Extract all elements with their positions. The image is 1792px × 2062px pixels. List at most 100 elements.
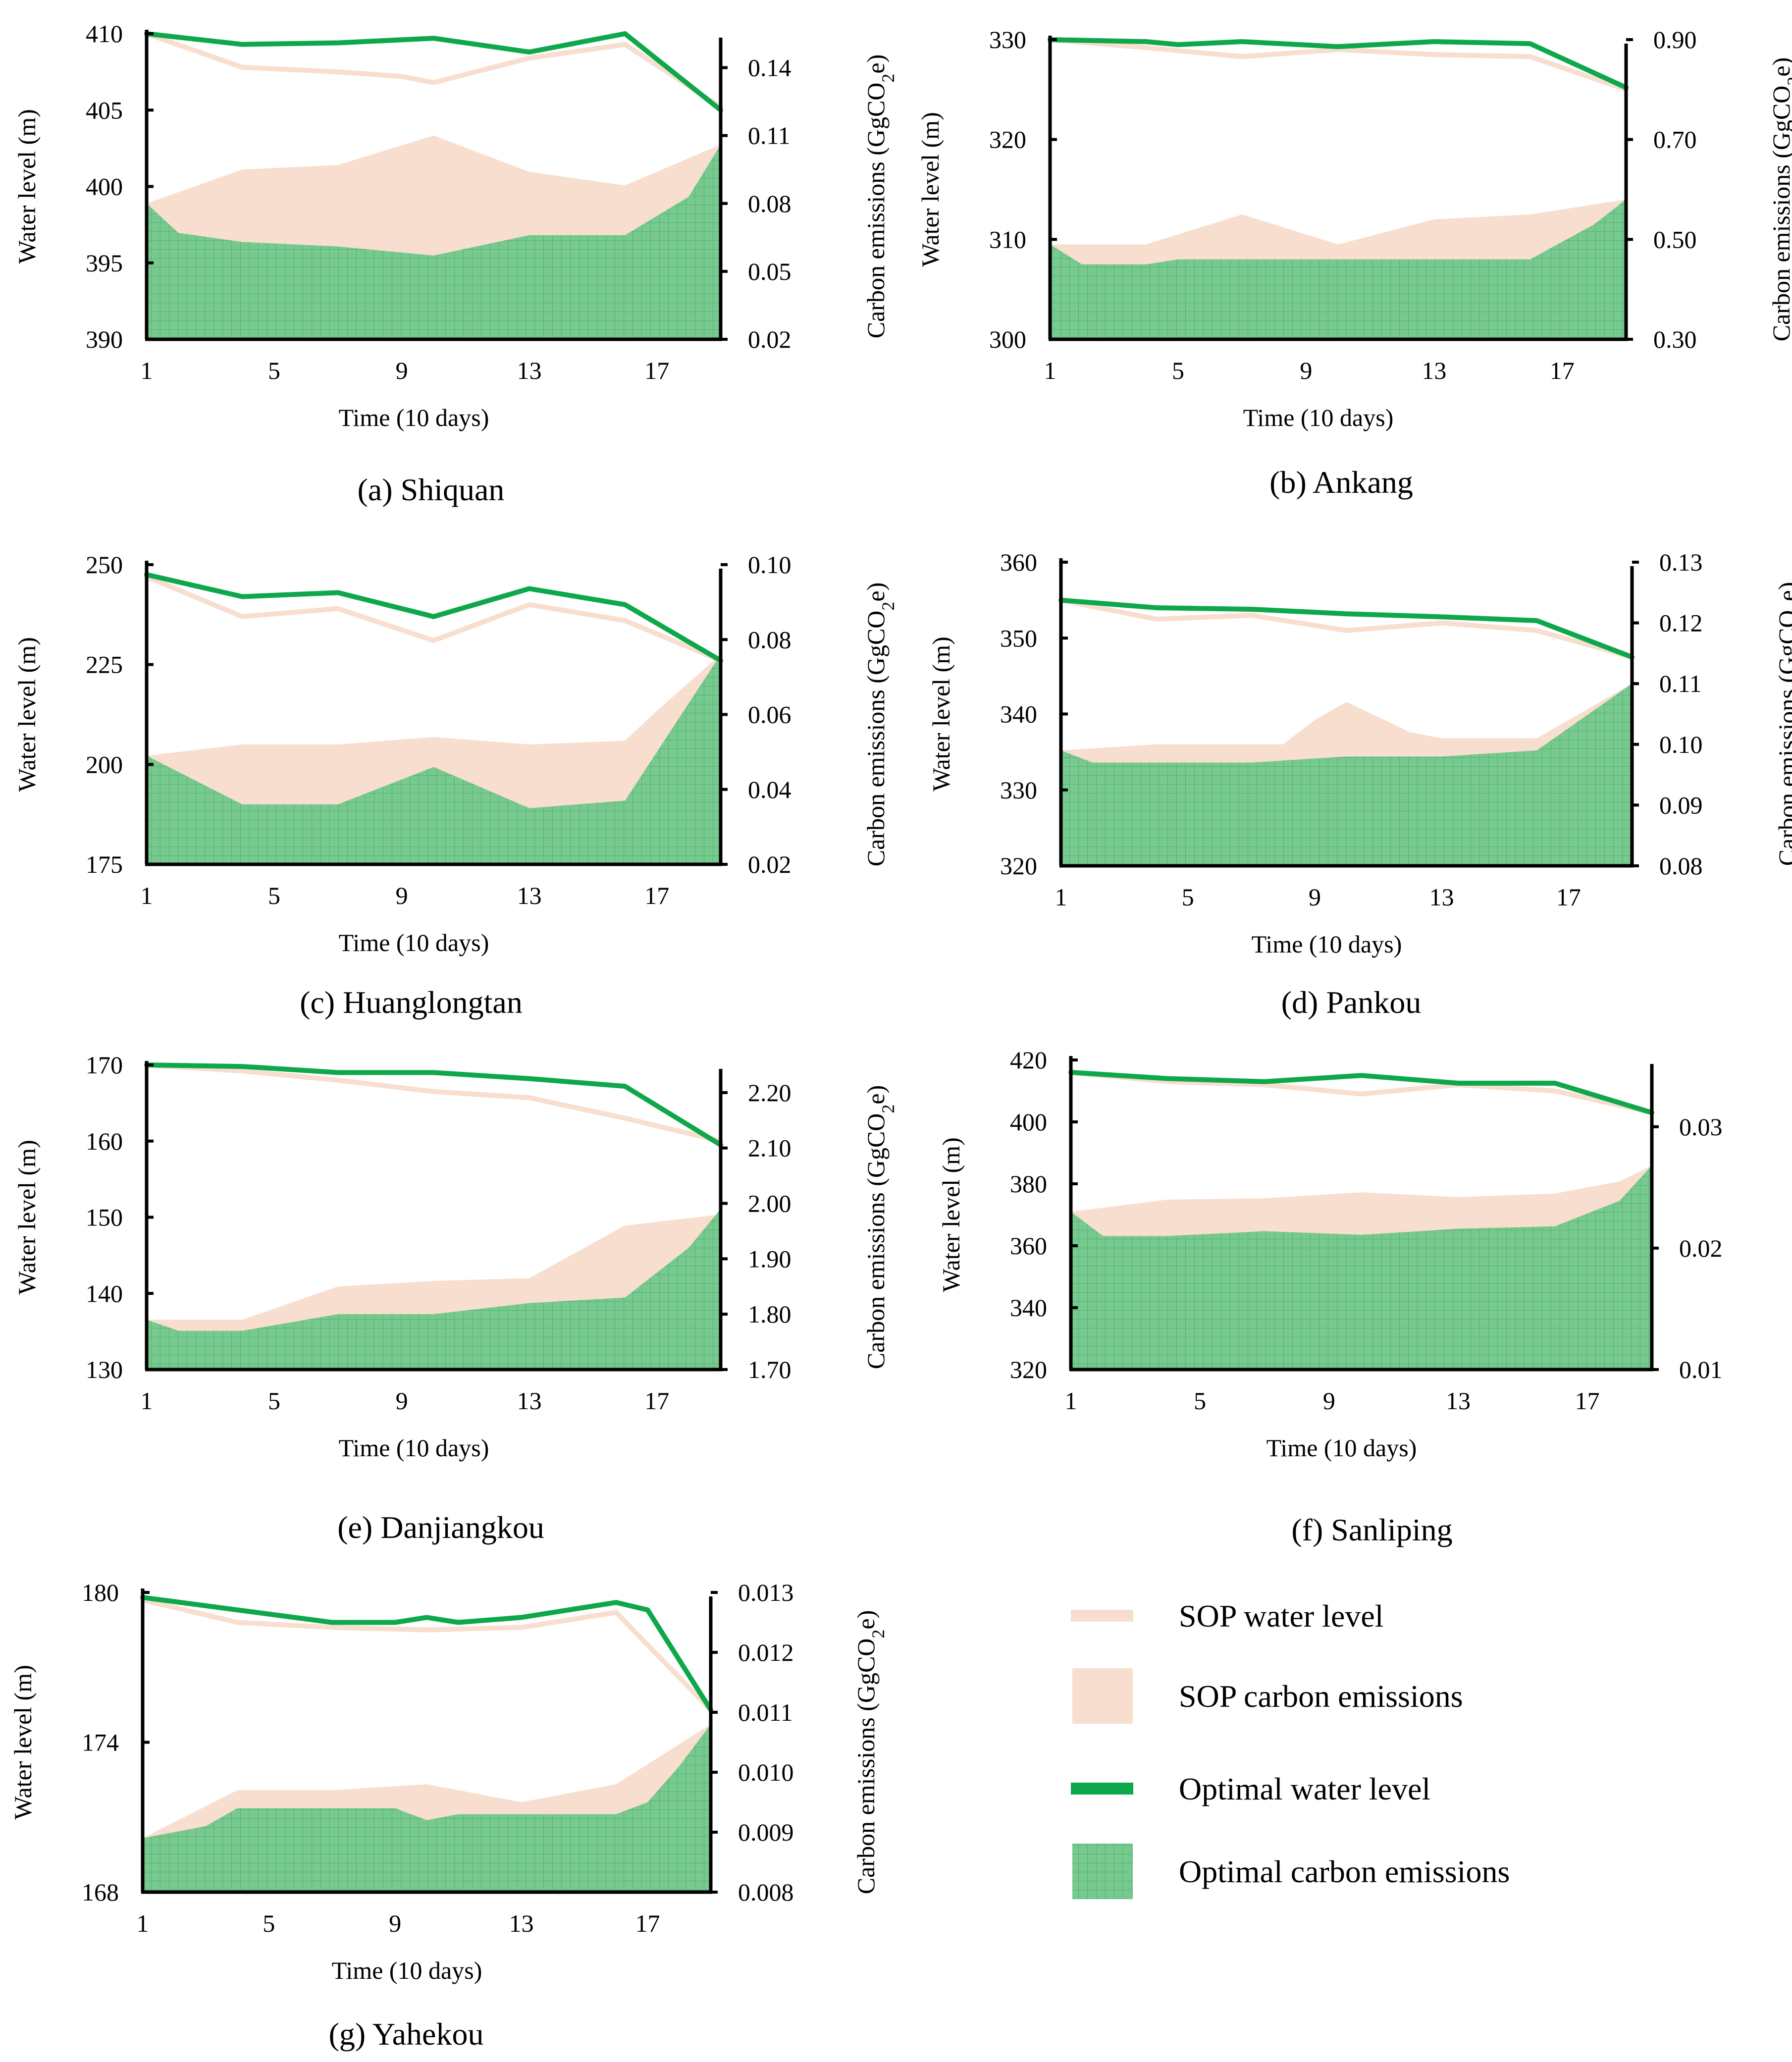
right-tick-label: 1.90	[748, 1245, 791, 1272]
optimal-carbon-area	[143, 1724, 711, 1892]
chart-caption: (g) Yahekou	[329, 2016, 484, 2052]
right-axis-label: Carbon emissions (GgCO2e)	[862, 582, 898, 867]
left-axis-label: Water level (m)	[13, 637, 41, 792]
optimal-carbon-area	[1061, 684, 1632, 866]
left-tick-label: 200	[86, 750, 123, 778]
left-tick-label: 130	[86, 1356, 123, 1383]
x-tick-label: 1	[141, 357, 153, 384]
left-tick-label: 395	[86, 249, 123, 277]
legend: SOP water level SOP carbon emissions Optim…	[1071, 1598, 1510, 1899]
x-tick-label: 5	[268, 1387, 280, 1415]
left-tick-label: 320	[1000, 852, 1037, 880]
chart-panel-a: 390 395 400 405 410 0.02 0.05 0.08 0.11 0.14 1 5 9 13…	[13, 20, 898, 507]
x-tick-label: 17	[1575, 1387, 1600, 1415]
left-tick-label: 320	[1010, 1356, 1047, 1383]
chart-caption: (b) Ankang	[1269, 465, 1413, 500]
x-tick-label: 5	[268, 357, 280, 384]
optimal-carbon-area	[1050, 199, 1626, 339]
right-tick-label: 0.10	[748, 551, 791, 579]
left-tick-label: 400	[86, 173, 123, 201]
left-axis-label: Water level (m)	[9, 1665, 37, 1819]
x-axis-label: Time (10 days)	[339, 929, 489, 956]
left-axis-label: Water level (m)	[13, 1140, 41, 1294]
left-tick-label: 330	[989, 26, 1026, 53]
legend-swatch	[1072, 1668, 1133, 1724]
sop-water-level-line	[1048, 37, 1629, 92]
x-tick-label: 17	[1550, 357, 1575, 384]
legend-swatch	[1072, 1844, 1133, 1899]
legend-label: Optimal carbon emissions	[1179, 1854, 1510, 1889]
right-axis-label: Carbon emissions (GgCO2e)	[1767, 57, 1792, 342]
left-tick-label: 390	[86, 325, 123, 353]
right-axis-label: Carbon emissions (GgCO2e)	[852, 1610, 888, 1895]
left-axis-label: Water level (m)	[916, 112, 944, 266]
optimal-carbon-area	[147, 144, 721, 339]
right-tick-label: 0.02	[748, 325, 791, 353]
sop-water-level-line	[140, 1597, 713, 1712]
left-tick-label: 380	[1010, 1170, 1047, 1198]
left-tick-label: 160	[86, 1127, 123, 1155]
x-tick-label: 9	[389, 1909, 401, 1937]
x-tick-label: 17	[644, 1387, 669, 1415]
left-tick-label: 140	[86, 1279, 123, 1307]
right-tick-label: 0.11	[1659, 670, 1702, 697]
right-tick-label: 0.12	[1659, 609, 1703, 637]
optimal-water-level-line	[1048, 37, 1629, 90]
left-tick-label: 300	[989, 325, 1026, 353]
right-tick-label: 0.14	[748, 54, 791, 82]
chart-panel-e: 130 140 150 160 170 1.70 1.80 1.90 2.00 2.10 2.20 1…	[13, 1051, 898, 1545]
chart-caption: (c) Huanglongtan	[300, 985, 523, 1020]
right-tick-label: 0.70	[1653, 126, 1697, 154]
sop-water-level-line	[1068, 1070, 1654, 1115]
sop-water-level-line	[144, 31, 723, 110]
left-tick-label: 310	[989, 225, 1026, 253]
x-tick-label: 17	[644, 357, 669, 384]
right-tick-label: 0.02	[748, 850, 791, 878]
legend-swatch	[1071, 1783, 1133, 1795]
right-tick-label: 0.90	[1653, 26, 1697, 53]
right-tick-label: 2.10	[748, 1134, 791, 1162]
x-tick-label: 1	[1044, 357, 1056, 384]
x-tick-label: 9	[1309, 883, 1321, 911]
left-tick-label: 350	[1000, 624, 1037, 652]
left-tick-label: 360	[1010, 1232, 1047, 1260]
chart-panel-b: 300 310 320 330 0.30 0.50 0.70 0.90 1 5 9 13 17 Time …	[916, 26, 1792, 500]
optimal-water-level-line	[144, 1062, 723, 1148]
optimal-water-level-line	[1068, 1070, 1654, 1115]
chart-panel-c: 175 200 225 250 0.02 0.04 0.06 0.08 0.10 1 5 9 13 17 T…	[13, 551, 898, 1020]
x-tick-label: 1	[1055, 883, 1067, 911]
x-tick-label: 5	[1194, 1387, 1206, 1415]
right-axis-label: Carbon emissions (GgCO2e)	[862, 1085, 898, 1370]
chart-caption: (e) Danjiangkou	[337, 1510, 544, 1545]
right-tick-label: 0.09	[1659, 791, 1703, 819]
optimal-water-level-line	[144, 572, 723, 663]
x-axis-label: Time (10 days)	[1252, 930, 1402, 958]
left-tick-label: 405	[86, 96, 123, 124]
right-tick-label: 0.13	[1659, 548, 1703, 576]
right-tick-label: 0.013	[738, 1579, 794, 1606]
x-tick-label: 17	[635, 1909, 660, 1937]
chart-caption: (d) Pankou	[1281, 985, 1422, 1020]
sop-water-level-line	[144, 574, 723, 663]
left-tick-label: 225	[86, 651, 123, 679]
x-tick-label: 9	[1323, 1387, 1335, 1415]
chart-panel-d: 320 330 340 350 360 0.08 0.09 0.10 0.11 0.12 0.13 1…	[927, 548, 1792, 1020]
right-tick-label: 2.00	[748, 1190, 791, 1217]
left-tick-label: 340	[1000, 700, 1037, 728]
x-axis-label: Time (10 days)	[339, 404, 489, 431]
right-tick-label: 0.04	[748, 776, 791, 803]
chart-caption: (f) Sanliping	[1291, 1512, 1452, 1547]
x-tick-label: 9	[1300, 357, 1312, 384]
right-axis-label: Carbon emissions (GgCO2e)	[1773, 582, 1792, 866]
optimal-water-level-line	[144, 31, 723, 113]
left-axis-label: Water level (m)	[927, 636, 955, 791]
left-tick-label: 250	[86, 551, 123, 579]
x-tick-label: 9	[396, 882, 408, 909]
right-tick-label: 1.80	[748, 1300, 791, 1328]
left-tick-label: 180	[82, 1579, 119, 1606]
legend-item-sop_area: SOP carbon emissions	[1072, 1668, 1463, 1724]
left-tick-label: 330	[1000, 776, 1037, 804]
x-axis-label: Time (10 days)	[1266, 1434, 1417, 1462]
left-tick-label: 410	[86, 20, 123, 48]
